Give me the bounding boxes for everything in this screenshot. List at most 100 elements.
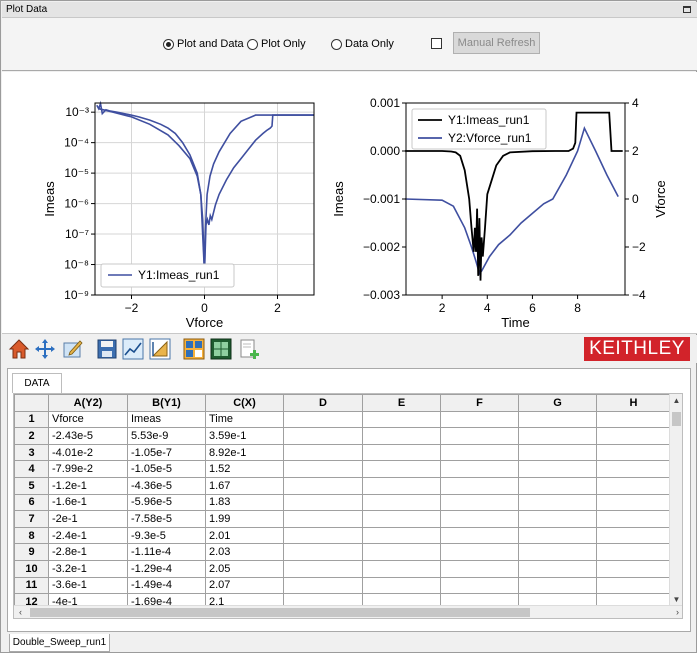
pan-icon[interactable] [34, 338, 56, 360]
scroll-left-icon[interactable]: ‹ [19, 607, 22, 617]
grid-cell[interactable]: 8.92e-1 [205, 443, 284, 462]
grid-cell[interactable]: 1.67 [205, 476, 284, 495]
row-number[interactable]: 5 [14, 476, 49, 495]
row-number[interactable]: 7 [14, 510, 49, 528]
grid-cell[interactable]: -5.96e-5 [127, 493, 206, 512]
grid-cell[interactable] [283, 427, 363, 445]
grid-cell[interactable]: Time [205, 410, 284, 429]
grid-cell[interactable] [362, 543, 441, 561]
row-number[interactable]: 1 [14, 410, 49, 429]
grid-cell[interactable]: -1.05e-5 [127, 460, 206, 478]
grid-cell[interactable] [596, 427, 671, 445]
scroll-up-icon[interactable]: ▲ [672, 396, 681, 405]
vertical-scroll-thumb[interactable] [672, 412, 681, 426]
grid-cell[interactable] [283, 510, 363, 528]
grid-cell[interactable]: 5.53e-9 [127, 427, 206, 445]
grid-cell[interactable] [362, 526, 441, 545]
grid-cell[interactable] [283, 460, 363, 478]
scroll-down-icon[interactable]: ▼ [672, 595, 681, 604]
column-header[interactable]: D [283, 394, 363, 412]
grid-cell[interactable]: -1.11e-4 [127, 543, 206, 561]
grid-cell[interactable] [362, 510, 441, 528]
grid-cell[interactable]: -1.05e-7 [127, 443, 206, 462]
scroll-right-icon[interactable]: › [676, 607, 679, 617]
grid-cell[interactable] [518, 410, 597, 429]
grid-cell[interactable] [518, 460, 597, 478]
maximize-icon[interactable] [683, 6, 691, 13]
save-icon[interactable] [96, 338, 118, 360]
grid-cell[interactable] [440, 526, 519, 545]
manual-refresh-checkbox[interactable] [431, 38, 442, 49]
grid-cell[interactable] [596, 460, 671, 478]
line-chart-icon[interactable] [122, 338, 144, 360]
grid-cell[interactable] [518, 476, 597, 495]
grid-cell[interactable]: 2.05 [205, 559, 284, 578]
radio-plot-only[interactable]: Plot Only [247, 38, 306, 50]
grid-cell[interactable] [518, 526, 597, 545]
vertical-scrollbar[interactable]: ▲ ▼ [669, 394, 682, 606]
grid-cell[interactable]: 1.99 [205, 510, 284, 528]
grid-cell[interactable] [440, 427, 519, 445]
grid-cell[interactable]: -2.4e-1 [48, 526, 128, 545]
grid-cell[interactable] [362, 493, 441, 512]
column-header[interactable]: G [518, 394, 597, 412]
row-number[interactable]: 9 [14, 543, 49, 561]
home-icon[interactable] [8, 338, 30, 360]
grid-cell[interactable]: -4.01e-2 [48, 443, 128, 462]
grid-cell[interactable] [596, 476, 671, 495]
grid-cell[interactable] [362, 576, 441, 595]
grid-cell[interactable]: 2.01 [205, 526, 284, 545]
column-header[interactable]: H [596, 394, 671, 412]
grid-cell[interactable] [362, 460, 441, 478]
grid-cell[interactable] [596, 410, 671, 429]
table-icon[interactable] [183, 338, 205, 360]
horizontal-scrollbar[interactable]: ‹ › [14, 605, 682, 618]
grid-cell[interactable] [518, 443, 597, 462]
grid-cell[interactable] [596, 526, 671, 545]
column-header[interactable]: F [440, 394, 519, 412]
grid-cell[interactable] [440, 576, 519, 595]
row-number[interactable]: 10 [14, 559, 49, 578]
radio-selected-icon[interactable] [163, 38, 174, 50]
grid-cell[interactable] [440, 559, 519, 578]
row-number[interactable]: 6 [14, 493, 49, 512]
column-header[interactable]: C(X) [205, 394, 284, 412]
grid-cell[interactable]: 2.07 [205, 576, 284, 595]
grid-cell[interactable] [440, 510, 519, 528]
grid-cell[interactable] [440, 460, 519, 478]
grid-cell[interactable] [518, 427, 597, 445]
grid-cell[interactable] [596, 510, 671, 528]
grid-cell[interactable] [362, 410, 441, 429]
grid-cell[interactable] [518, 510, 597, 528]
grid-cell[interactable]: -3.6e-1 [48, 576, 128, 595]
grid-cell[interactable] [596, 559, 671, 578]
grid-cell[interactable]: -1.6e-1 [48, 493, 128, 512]
grid-cell[interactable] [283, 543, 363, 561]
grid-cell[interactable]: -3.2e-1 [48, 559, 128, 578]
row-number[interactable]: 4 [14, 460, 49, 478]
row-number[interactable]: 3 [14, 443, 49, 462]
tab-data[interactable]: DATA [12, 373, 62, 393]
grid-cell[interactable] [283, 476, 363, 495]
grid-cell[interactable]: -2.43e-5 [48, 427, 128, 445]
row-number[interactable]: 11 [14, 576, 49, 595]
add-page-icon[interactable] [238, 338, 260, 360]
grid-cell[interactable] [283, 410, 363, 429]
grid-cell[interactable]: -1.29e-4 [127, 559, 206, 578]
column-header[interactable]: B(Y1) [127, 394, 206, 412]
grid-cell[interactable] [596, 443, 671, 462]
scale-icon[interactable] [149, 338, 171, 360]
grid-cell[interactable] [596, 576, 671, 595]
grid-cell[interactable] [596, 543, 671, 561]
grid-cell[interactable]: -1.2e-1 [48, 476, 128, 495]
column-header[interactable]: E [362, 394, 441, 412]
radio-data-only[interactable]: Data Only [331, 38, 394, 50]
grid-cell[interactable] [440, 410, 519, 429]
grid-cell[interactable]: 1.52 [205, 460, 284, 478]
radio-unselected-icon[interactable] [247, 38, 258, 50]
grid-cell[interactable]: 3.59e-1 [205, 427, 284, 445]
grid-cell[interactable]: Imeas [127, 410, 206, 429]
radio-unselected-icon[interactable] [331, 38, 342, 50]
grid-cell[interactable]: -7.99e-2 [48, 460, 128, 478]
grid-cell[interactable] [440, 443, 519, 462]
